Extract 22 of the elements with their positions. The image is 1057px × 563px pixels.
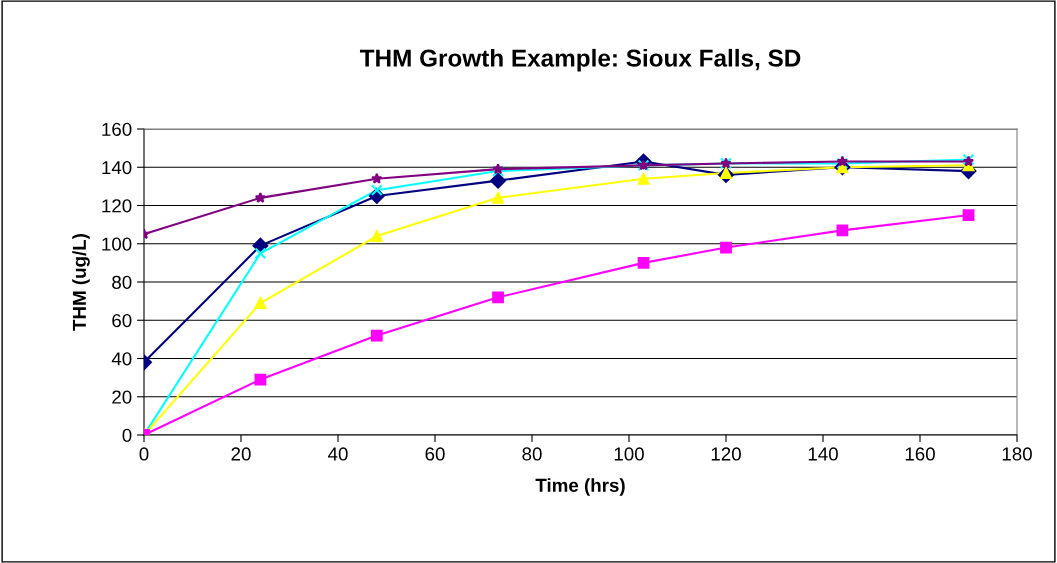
y-tick-label: 20: [112, 390, 132, 404]
y-tick-label: 120: [102, 199, 132, 213]
y-tick-label: 60: [112, 313, 132, 328]
x-axis-title: Time (hrs): [535, 478, 625, 496]
x-tick-label: 100: [614, 447, 644, 461]
x-tick-label: 20: [231, 447, 251, 461]
y-tick-label: 40: [111, 352, 132, 366]
y-tick-label: 80: [112, 275, 132, 289]
y-tick-label: 100: [102, 237, 132, 251]
x-tick-label: 80: [522, 447, 542, 461]
x-tick-label: 120: [711, 447, 741, 461]
x-tick-label: 60: [425, 447, 445, 461]
chart-title: THM Growth Example: Sioux Falls, SD: [359, 48, 801, 72]
y-axis-title: THM (ug/L): [72, 233, 90, 331]
y-tick-label: 0: [122, 428, 132, 442]
y-tick-label: 160: [102, 122, 132, 136]
y-tick-label: 140: [102, 160, 132, 175]
x-tick-label: 140: [808, 447, 838, 461]
x-tick-label: 40: [328, 447, 348, 461]
x-tick-label: 160: [905, 447, 935, 461]
x-tick-label: 180: [1002, 447, 1032, 461]
x-tick-label: 0: [139, 447, 149, 461]
